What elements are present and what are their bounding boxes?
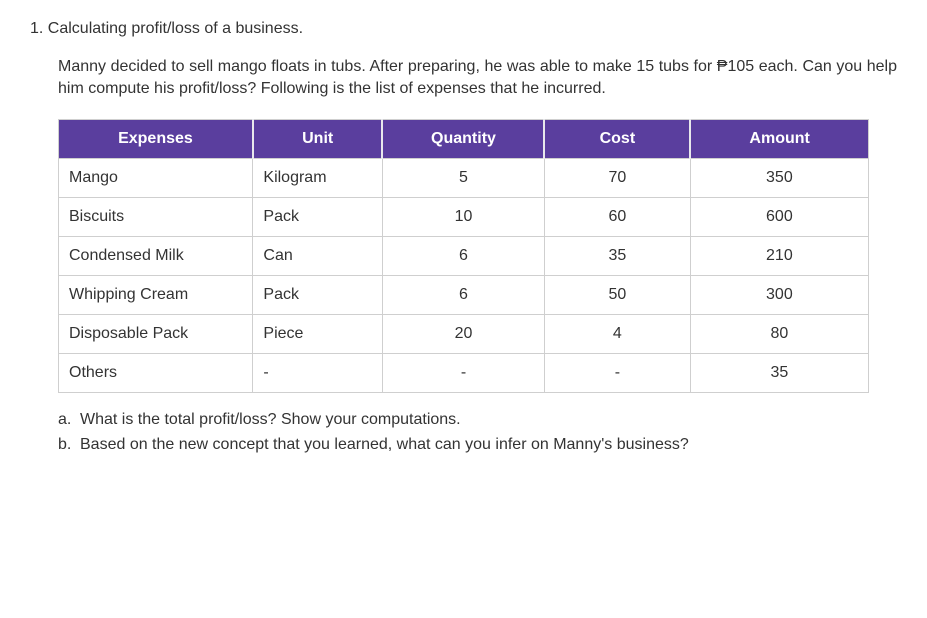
table-row: Others---35 (59, 354, 869, 393)
sub-question-text: What is the total profit/loss? Show your… (80, 409, 461, 431)
cell-unit: Kilogram (253, 159, 383, 198)
cell-unit: - (253, 354, 383, 393)
cell-amount: 210 (690, 237, 868, 276)
cell-cost: - (544, 354, 690, 393)
table-row: Whipping CreamPack650300 (59, 276, 869, 315)
cell-expense: Whipping Cream (59, 276, 253, 315)
question-heading: 1. Calculating profit/loss of a business… (30, 20, 897, 38)
cell-unit: Pack (253, 198, 383, 237)
cell-quantity: 5 (382, 159, 544, 198)
table-row: BiscuitsPack1060600 (59, 198, 869, 237)
col-header-cost: Cost (544, 120, 690, 159)
expenses-table: Expenses Unit Quantity Cost Amount Mango… (58, 119, 869, 393)
sub-question: b.Based on the new concept that you lear… (58, 434, 897, 456)
cell-cost: 4 (544, 315, 690, 354)
cell-quantity: - (382, 354, 544, 393)
table-row: MangoKilogram570350 (59, 159, 869, 198)
col-header-expenses: Expenses (59, 120, 253, 159)
table-header-row: Expenses Unit Quantity Cost Amount (59, 120, 869, 159)
col-header-unit: Unit (253, 120, 383, 159)
col-header-quantity: Quantity (382, 120, 544, 159)
cell-amount: 80 (690, 315, 868, 354)
sub-question-letter: b. (58, 434, 80, 456)
cell-amount: 600 (690, 198, 868, 237)
cell-quantity: 6 (382, 237, 544, 276)
cell-amount: 300 (690, 276, 868, 315)
table-row: Disposable PackPiece20480 (59, 315, 869, 354)
cell-cost: 35 (544, 237, 690, 276)
cell-cost: 50 (544, 276, 690, 315)
cell-expense: Others (59, 354, 253, 393)
expenses-table-wrap: Expenses Unit Quantity Cost Amount Mango… (58, 119, 869, 393)
cell-amount: 35 (690, 354, 868, 393)
cell-unit: Pack (253, 276, 383, 315)
cell-cost: 70 (544, 159, 690, 198)
cell-cost: 60 (544, 198, 690, 237)
sub-question-letter: a. (58, 409, 80, 431)
cell-expense: Biscuits (59, 198, 253, 237)
col-header-amount: Amount (690, 120, 868, 159)
cell-quantity: 20 (382, 315, 544, 354)
question-number: 1. (30, 20, 43, 37)
question-title: Calculating profit/loss of a business. (48, 20, 303, 37)
sub-question: a.What is the total profit/loss? Show yo… (58, 409, 897, 431)
cell-unit: Piece (253, 315, 383, 354)
sub-questions: a.What is the total profit/loss? Show yo… (58, 409, 897, 456)
cell-amount: 350 (690, 159, 868, 198)
table-row: Condensed MilkCan635210 (59, 237, 869, 276)
cell-expense: Disposable Pack (59, 315, 253, 354)
question-body: Manny decided to sell mango floats in tu… (58, 56, 897, 99)
cell-quantity: 6 (382, 276, 544, 315)
cell-expense: Mango (59, 159, 253, 198)
cell-expense: Condensed Milk (59, 237, 253, 276)
sub-question-text: Based on the new concept that you learne… (80, 434, 689, 456)
cell-unit: Can (253, 237, 383, 276)
cell-quantity: 10 (382, 198, 544, 237)
